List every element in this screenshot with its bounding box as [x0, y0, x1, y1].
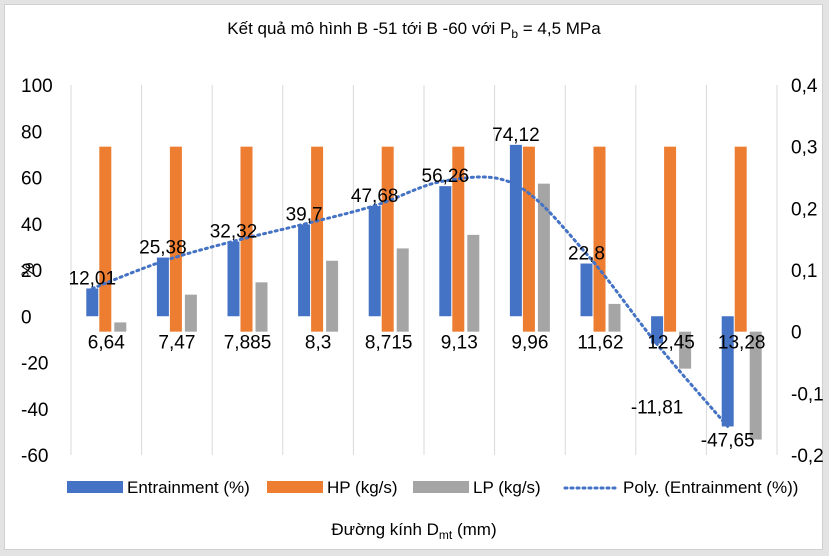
data-label: 74,12	[492, 125, 540, 146]
bar-hp	[169, 146, 182, 332]
legend-swatch	[413, 481, 469, 493]
y-tick-label: 80	[21, 122, 42, 143]
bar-lp	[326, 260, 339, 332]
y2-tick-label: 0,4	[791, 76, 818, 97]
data-label: 47,68	[351, 186, 399, 207]
data-labels: 12,01 25,38 32,32 39,7 47,68 56,26 74,12 22,8 -1…	[69, 125, 755, 452]
legend-label: HP (kg/s)	[327, 478, 398, 497]
chart: Kết quả mô hình B -51 tới B -60 với Pb =…	[18, 19, 824, 542]
chart-title: Kết quả mô hình B -51 tới B -60 với Pb =…	[227, 19, 601, 41]
chart-title-subscript: b	[511, 27, 518, 41]
x-tick-label: 13,28	[718, 332, 766, 353]
y-tick-label: 40	[21, 215, 42, 236]
x-tick-label: 11,62	[577, 332, 623, 353]
bar-hp	[593, 146, 606, 332]
bar-entrainment	[509, 144, 522, 317]
bars	[86, 144, 762, 440]
legend-label: LP (kg/s)	[473, 478, 541, 497]
x-tick-label: 8,3	[305, 332, 331, 353]
bar-hp	[664, 146, 677, 332]
bar-entrainment	[156, 257, 169, 317]
chart-frame: Kết quả mô hình B -51 tới B -60 với Pb =…	[4, 4, 824, 550]
bar-lp	[749, 331, 762, 440]
y-tick-label: -20	[21, 354, 48, 375]
bar-entrainment	[580, 263, 593, 317]
legend-label: Poly. (Entrainment (%))	[623, 478, 798, 497]
bar-lp	[114, 322, 127, 332]
x-axis-label: Đường kính Dmt (mm)	[331, 520, 496, 542]
data-label: -47,65	[701, 430, 755, 451]
legend-swatch	[267, 481, 323, 493]
y-tick-label: 60	[21, 169, 42, 190]
bar-entrainment	[86, 288, 99, 317]
y-tick-label: -40	[21, 400, 48, 421]
y-tick-label: 20	[21, 261, 42, 282]
x-tick-label: 9,13	[441, 332, 478, 353]
legend: Entrainment (%) HP (kg/s) LP (kg/s) Poly. (…	[67, 478, 798, 497]
bar-hp	[734, 146, 747, 332]
bar-hp	[522, 146, 535, 332]
x-axis-ticks: 6,64 7,47 7,885 8,3 8,715 9,13 9,96 11,62 12,45 1…	[88, 332, 766, 353]
bar-entrainment	[368, 205, 381, 317]
data-label: 39,7	[286, 204, 323, 225]
bar-hp	[99, 146, 112, 332]
bar-entrainment	[439, 186, 452, 317]
y2-tick-label: 0,3	[791, 138, 817, 159]
x-tick-label: 9,96	[511, 332, 548, 353]
bar-lp	[467, 234, 480, 332]
bar-entrainment	[298, 224, 311, 317]
bar-hp	[311, 146, 324, 332]
bar-lp	[537, 183, 550, 332]
bar-hp	[452, 146, 465, 332]
x-tick-label: 7,47	[158, 332, 195, 353]
data-label: -11,81	[631, 398, 683, 419]
y2-tick-label: 0,2	[791, 199, 817, 220]
y2-axis-ticks: 0,4 0,3 0,2 0,1 0 -0,1 -0,2	[791, 76, 824, 467]
bar-entrainment	[721, 316, 734, 427]
bar-entrainment	[227, 241, 240, 317]
bar-lp	[184, 294, 197, 332]
trendline	[90, 175, 730, 428]
x-tick-label: 8,715	[365, 332, 413, 353]
data-label: 25,38	[139, 238, 187, 259]
y-axis-ticks: 100 80 60 40 20 0 -20 -40 -60	[21, 76, 53, 467]
bar-lp	[679, 331, 692, 369]
y2-tick-label: 0,1	[791, 261, 817, 282]
data-label: 22,8	[568, 244, 605, 265]
bar-entrainment	[651, 316, 664, 344]
trendline-path	[90, 175, 730, 428]
data-label: 32,32	[210, 222, 258, 243]
data-label: 56,26	[422, 166, 470, 187]
bar-hp	[381, 146, 394, 332]
y2-tick-label: -0,1	[791, 384, 824, 405]
bar-lp	[608, 303, 621, 332]
data-label: 12,01	[69, 268, 117, 289]
legend-label: Entrainment (%)	[127, 478, 250, 497]
y-tick-label: -60	[21, 446, 48, 467]
y-tick-label: 100	[21, 76, 53, 97]
y-axis-label: %	[18, 262, 37, 277]
legend-swatch	[67, 481, 123, 493]
x-tick-label: 6,64	[88, 332, 125, 353]
bar-lp	[396, 248, 409, 332]
grid	[70, 85, 778, 455]
y2-tick-label: -0,2	[791, 446, 824, 467]
y2-tick-label: 0	[791, 323, 802, 344]
x-axis-label-subscript: mt	[439, 528, 453, 542]
x-tick-label: 12,45	[647, 332, 695, 353]
bar-lp	[255, 282, 268, 332]
y-tick-label: 0	[21, 307, 32, 328]
x-tick-label: 7,885	[224, 332, 272, 353]
